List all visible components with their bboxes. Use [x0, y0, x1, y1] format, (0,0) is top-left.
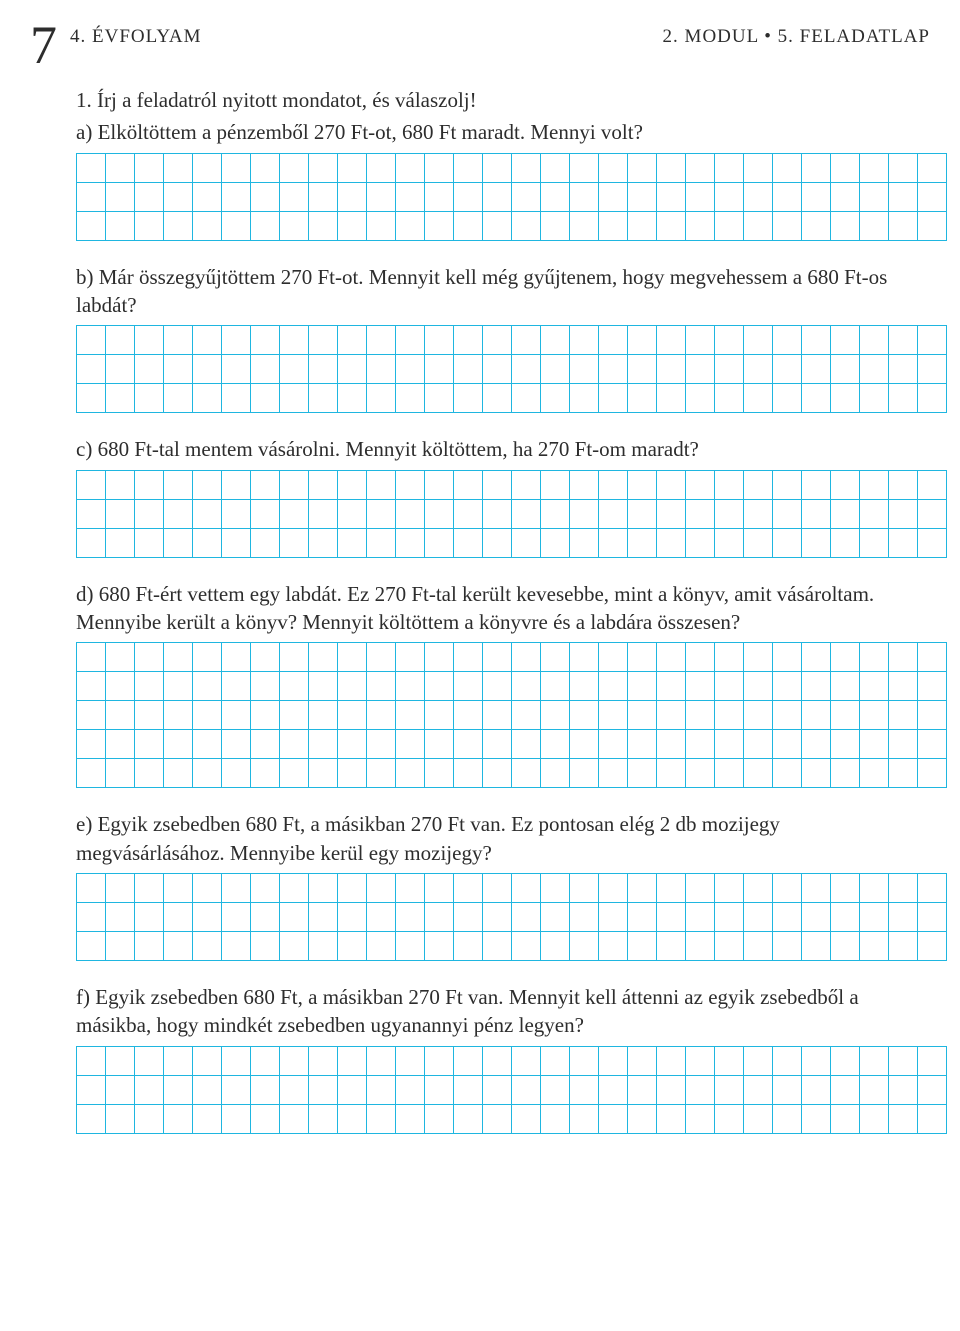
- item-d-text: d) 680 Ft-ért vettem egy labdát. Ez 270 …: [76, 580, 930, 637]
- grade-label: 4. ÉVFOLYAM: [70, 18, 202, 48]
- answer-grid-b[interactable]: [76, 325, 947, 413]
- page-number: 7: [30, 18, 56, 72]
- worksheet-body: 1. Írj a feladatról nyitott mondatot, és…: [30, 86, 930, 1134]
- worksheet-header: 7 4. ÉVFOLYAM 2. MODUL • 5. FELADATLAP: [30, 18, 930, 72]
- item-c-text: c) 680 Ft-tal mentem vásárolni. Mennyit …: [76, 435, 930, 463]
- item-f-text: f) Egyik zsebedben 680 Ft, a másikban 27…: [76, 983, 930, 1040]
- answer-grid-f[interactable]: [76, 1046, 947, 1134]
- module-label: 2. MODUL • 5. FELADATLAP: [663, 18, 930, 48]
- item-e-text: e) Egyik zsebedben 680 Ft, a másikban 27…: [76, 810, 930, 867]
- answer-grid-d[interactable]: [76, 642, 947, 788]
- exercise-intro: 1. Írj a feladatról nyitott mondatot, és…: [76, 86, 930, 114]
- item-a-text: a) Elköltöttem a pénzemből 270 Ft-ot, 68…: [76, 118, 930, 146]
- answer-grid-a[interactable]: [76, 153, 947, 241]
- answer-grid-e[interactable]: [76, 873, 947, 961]
- item-b-text: b) Már összegyűjtöttem 270 Ft-ot. Mennyi…: [76, 263, 930, 320]
- answer-grid-c[interactable]: [76, 470, 947, 558]
- header-left: 7 4. ÉVFOLYAM: [30, 18, 202, 72]
